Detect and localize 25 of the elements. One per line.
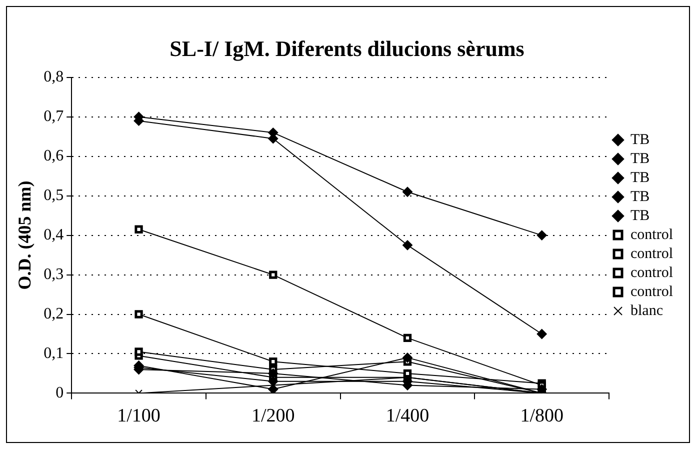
legend-label: control	[630, 284, 674, 300]
legend-label: control	[630, 246, 674, 262]
legend-label: TB	[630, 170, 650, 186]
y-tick-label: 0,8	[44, 68, 64, 86]
y-tick-label: 0,1	[44, 344, 64, 362]
legend-label: TB	[630, 150, 650, 167]
x-tick-label: 1/400	[386, 406, 430, 427]
y-tick-label: 0,3	[44, 266, 64, 283]
legend-label: control	[630, 226, 674, 243]
legend-label: blanc	[630, 302, 664, 319]
x-tick-label: 1/200	[251, 406, 295, 427]
legend-label: TB	[630, 208, 650, 224]
y-tick-label: 0	[56, 384, 64, 402]
y-tick-label: 0,7	[44, 108, 64, 126]
y-tick-label: 0,4	[44, 226, 64, 244]
chart-title: SL-I/ IgM. Diferents dilucions sèrums	[170, 36, 525, 61]
legend-label: TB	[630, 188, 650, 205]
legend-label: TB	[630, 132, 650, 148]
y-tick-label: 0,5	[44, 187, 64, 204]
x-tick-label: 1/100	[117, 406, 160, 427]
y-tick-label: 0,6	[44, 148, 64, 165]
legend-label: control	[630, 264, 674, 281]
y-axis-title: O.D. (405 nm)	[14, 180, 34, 290]
y-tick-label: 0,2	[44, 305, 64, 322]
x-tick-label: 1/800	[520, 406, 564, 427]
